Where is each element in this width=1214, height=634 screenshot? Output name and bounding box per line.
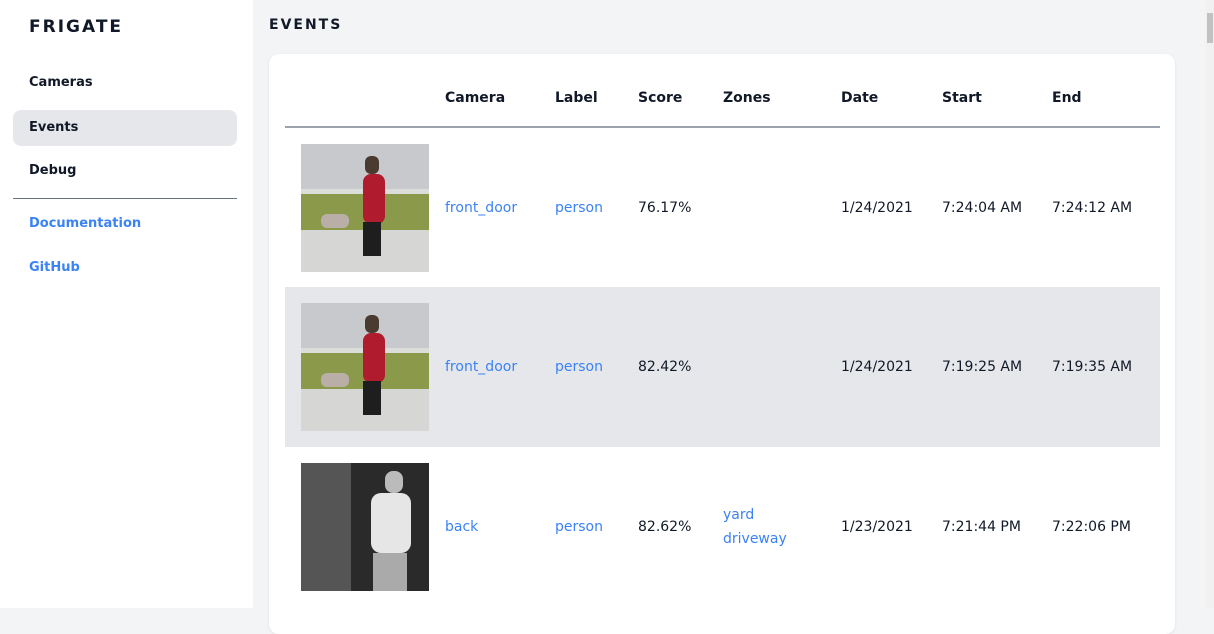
score-cell: 76.17% [638, 199, 692, 216]
column-header-start: Start [942, 70, 1052, 128]
column-header-score: Score [638, 70, 723, 128]
date-cell: 1/23/2021 [841, 519, 913, 535]
column-header-zones: Zones [723, 70, 841, 128]
sidebar: FRIGATE Cameras Events Debug Documentati… [0, 0, 253, 608]
thumbnail-cell [285, 127, 445, 287]
scrollbar[interactable] [1206, 0, 1214, 608]
camera-link[interactable]: front_door [445, 359, 518, 375]
column-header-date: Date [841, 70, 942, 128]
events-table: Camera Label Score Zones Date Start End … [285, 70, 1160, 607]
thumbnail-cell [285, 287, 445, 447]
column-header-thumbnail [285, 70, 445, 128]
scrollbar-thumb[interactable] [1207, 13, 1213, 43]
column-header-end: End [1052, 70, 1160, 128]
column-header-label: Label [555, 70, 638, 128]
label-link[interactable]: person [555, 519, 603, 535]
table-row[interactable]: back person 82.62% yard driveway 1/23/202… [285, 447, 1160, 607]
end-cell: 7:22:06 PM [1052, 519, 1131, 535]
start-cell: 7:21:44 PM [942, 519, 1021, 535]
start-cell: 7:19:25 AM [942, 287, 1052, 447]
event-thumbnail[interactable] [301, 303, 429, 431]
event-thumbnail[interactable] [301, 143, 429, 272]
end-cell: 7:24:12 AM [1052, 199, 1133, 216]
camera-link[interactable]: back [445, 519, 479, 535]
page-title: EVENTS [269, 17, 343, 33]
brand-logo: FRIGATE [29, 17, 124, 37]
camera-link[interactable]: front_door [445, 199, 518, 216]
zone-link[interactable]: yard [723, 507, 755, 523]
table-row[interactable]: front_door person 76.17% 1/24/2021 7:24:… [285, 127, 1160, 287]
column-header-camera: Camera [445, 70, 555, 128]
label-link[interactable]: person [555, 359, 603, 375]
sidebar-item-cameras[interactable]: Cameras [29, 75, 93, 90]
date-cell: 1/24/2021 [841, 287, 942, 447]
events-card: Camera Label Score Zones Date Start End … [269, 54, 1175, 634]
sidebar-item-debug[interactable]: Debug [29, 163, 77, 178]
documentation-link[interactable]: Documentation [29, 216, 142, 231]
score-cell: 82.42% [638, 287, 723, 447]
label-link[interactable]: person [555, 199, 603, 216]
event-thumbnail[interactable] [301, 463, 429, 591]
github-link[interactable]: GitHub [29, 260, 80, 275]
date-cell: 1/24/2021 [841, 199, 913, 216]
end-cell: 7:19:35 AM [1052, 287, 1160, 447]
sidebar-item-events[interactable]: Events [13, 110, 237, 146]
sidebar-divider [13, 198, 237, 199]
thumbnail-cell [285, 447, 445, 607]
start-cell: 7:24:04 AM [942, 199, 1023, 216]
zone-link[interactable]: driveway [723, 531, 787, 547]
table-row[interactable]: front_door person 82.42% 1/24/2021 7:19:… [285, 287, 1160, 447]
score-cell: 82.62% [638, 519, 692, 535]
